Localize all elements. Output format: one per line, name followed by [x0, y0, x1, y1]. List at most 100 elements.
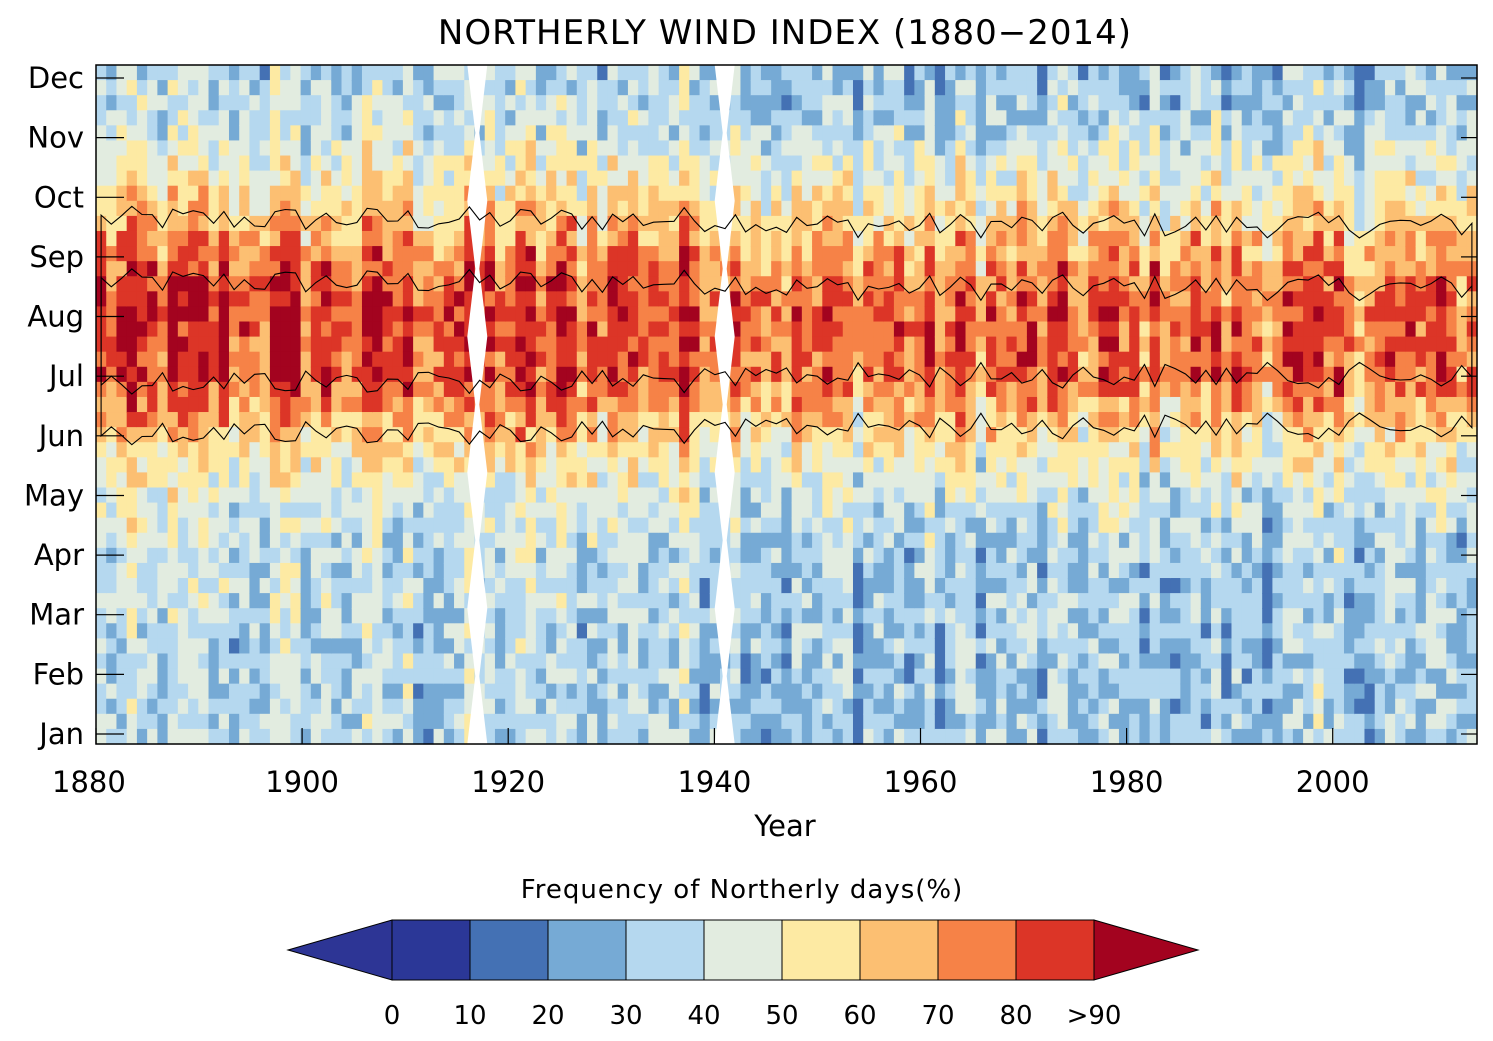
heatmap-cell: [1159, 215, 1171, 232]
heatmap-cell: [423, 608, 435, 624]
heatmap-cell: [863, 713, 875, 730]
heatmap-cell: [760, 366, 772, 383]
heatmap-cell: [1149, 502, 1161, 519]
heatmap-cell: [904, 547, 915, 564]
heatmap-cell: [331, 653, 343, 670]
heatmap-cell: [290, 683, 302, 700]
heatmap-cell: [556, 80, 568, 96]
heatmap-cell: [147, 321, 158, 338]
heatmap-cell: [668, 412, 680, 428]
heatmap-cell: [1098, 140, 1110, 157]
heatmap-cell: [392, 547, 404, 564]
heatmap-cell: [863, 547, 875, 564]
heatmap-cell: [934, 623, 946, 639]
heatmap-cell: [423, 728, 435, 745]
heatmap-cell: [259, 562, 271, 579]
heatmap-cell: [1026, 351, 1038, 368]
heatmap-cell: [300, 125, 312, 142]
heatmap-cell: [1078, 412, 1089, 428]
heatmap-cell: [535, 261, 547, 277]
heatmap-cell: [382, 125, 394, 142]
heatmap-cell: [955, 517, 967, 534]
heatmap-cell: [587, 65, 598, 81]
heatmap-cell: [587, 502, 598, 519]
heatmap-cell: [627, 638, 639, 655]
heatmap-cell: [842, 713, 854, 730]
heatmap-cell: [1098, 668, 1110, 685]
heatmap-cell: [464, 502, 476, 519]
heatmap-cell: [259, 638, 271, 655]
heatmap-cell: [556, 442, 568, 458]
heatmap-cell: [740, 472, 752, 489]
heatmap-cell: [464, 668, 476, 685]
heatmap-cell: [985, 155, 997, 172]
heatmap-cell: [730, 291, 742, 308]
heatmap-cell: [198, 246, 210, 262]
heatmap-cell: [648, 215, 660, 232]
heatmap-cell: [1026, 653, 1038, 670]
heatmap-cell: [587, 125, 598, 142]
heatmap-cell: [709, 728, 721, 745]
heatmap-cell: [668, 215, 680, 232]
heatmap-cell: [822, 412, 834, 428]
heatmap-cell: [750, 457, 762, 473]
heatmap-cell: [883, 653, 895, 670]
heatmap-cell: [188, 306, 199, 323]
heatmap-cell: [1221, 321, 1233, 338]
heatmap-cell: [1149, 396, 1161, 413]
heatmap-cell: [515, 653, 527, 670]
heatmap-cell: [996, 472, 1008, 489]
heatmap-cell: [965, 412, 977, 428]
heatmap-cell: [1088, 457, 1100, 473]
heatmap-cell: [873, 185, 885, 202]
heatmap-cell: [617, 140, 629, 157]
heatmap-cell: [259, 381, 271, 398]
heatmap-cell: [883, 95, 895, 111]
heatmap-cell: [106, 653, 118, 670]
heatmap-cell: [1149, 381, 1161, 398]
heatmap-cell: [566, 95, 578, 111]
heatmap-cell: [208, 291, 220, 308]
heatmap-cell: [996, 306, 1008, 323]
heatmap-cell: [535, 728, 547, 745]
heatmap-cell: [760, 261, 772, 277]
heatmap-cell: [1047, 532, 1059, 549]
heatmap-cell: [1088, 427, 1100, 443]
heatmap-cell: [679, 547, 690, 564]
heatmap-cell: [1026, 638, 1038, 655]
heatmap-cell: [505, 517, 517, 534]
heatmap-cell: [852, 457, 864, 473]
heatmap-cell: [392, 638, 404, 655]
heatmap-cell: [607, 578, 619, 594]
heatmap-cell: [985, 95, 997, 111]
heatmap-cell: [699, 472, 711, 489]
heatmap-cell: [1088, 412, 1100, 428]
heatmap-cell: [167, 593, 179, 609]
heatmap-cell: [1129, 638, 1141, 655]
heatmap-cell: [423, 427, 435, 443]
heatmap-cell: [372, 442, 384, 458]
heatmap-cell: [638, 125, 649, 142]
heatmap-cell: [873, 472, 885, 489]
heatmap-cell: [157, 230, 169, 247]
heatmap-cell: [1221, 487, 1233, 504]
heatmap-cell: [730, 276, 742, 292]
heatmap-cell: [1108, 698, 1120, 715]
heatmap-cell: [699, 200, 711, 217]
heatmap-cell: [188, 336, 199, 353]
heatmap-cell: [1159, 653, 1171, 670]
heatmap-cell: [218, 351, 230, 368]
heatmap-cell: [556, 487, 568, 504]
heatmap-cell: [423, 276, 435, 292]
heatmap-cell: [300, 412, 312, 428]
heatmap-cell: [1026, 140, 1038, 157]
heatmap-cell: [1098, 683, 1110, 700]
heatmap-cell: [1026, 336, 1038, 353]
heatmap-cell: [218, 578, 230, 594]
heatmap-cell: [1057, 291, 1069, 308]
heatmap-cell: [372, 623, 384, 639]
heatmap-cell: [1159, 713, 1171, 730]
heatmap-cell: [1098, 578, 1110, 594]
heatmap-cell: [812, 110, 823, 126]
heatmap-cell: [484, 95, 496, 111]
